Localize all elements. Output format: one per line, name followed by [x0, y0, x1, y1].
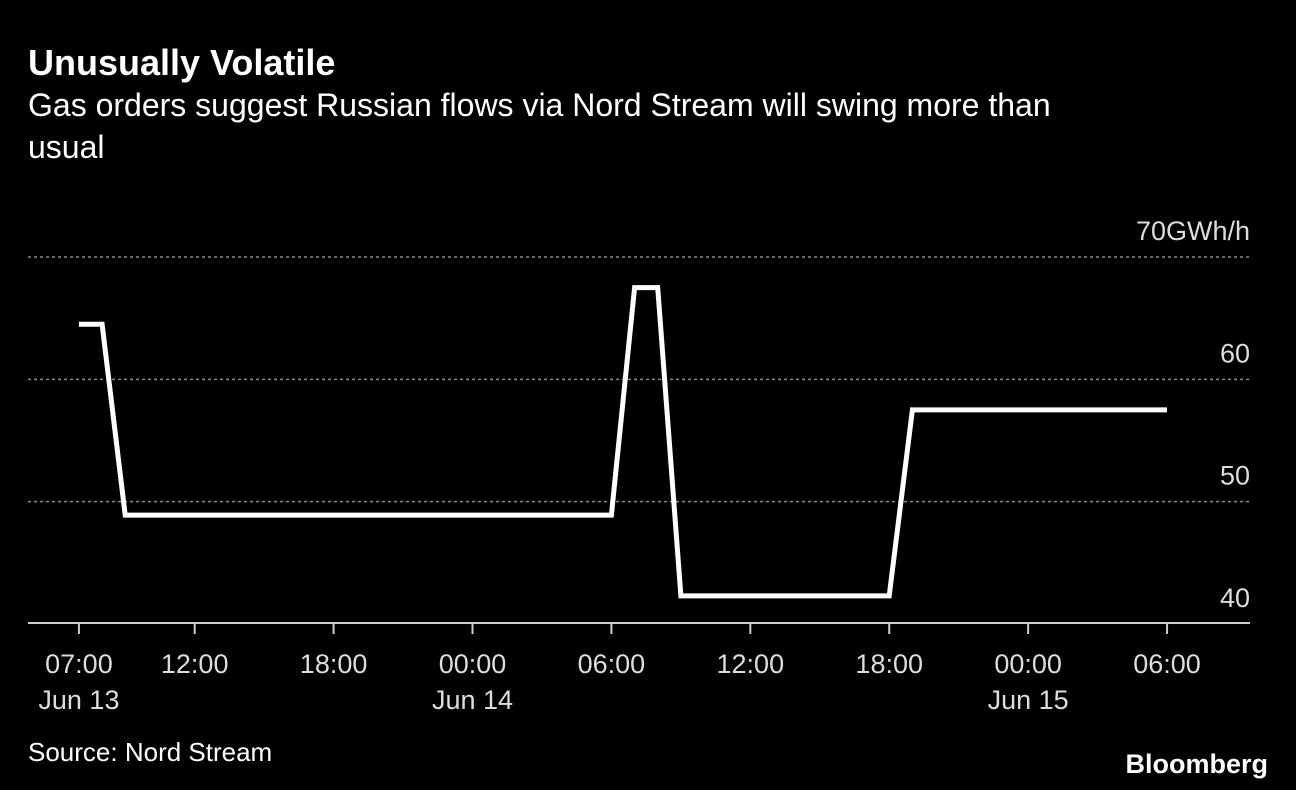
y-tick-label: 40 [1220, 583, 1250, 613]
x-tick-label: 00:00 [994, 649, 1062, 679]
data-line [78, 285, 1167, 599]
x-tick-label: 12:00 [161, 649, 229, 679]
chart-subtitle: Gas orders suggest Russian flows via Nor… [28, 87, 1051, 123]
y-tick-label: 60 [1220, 338, 1250, 368]
chart-title: Unusually Volatile [28, 42, 335, 83]
y-tick-label: 70GWh/h [1136, 216, 1250, 246]
source: Source: Nord Stream [28, 737, 272, 767]
x-tick-label: Jun 14 [432, 685, 513, 715]
brand: Bloomberg [1125, 749, 1268, 779]
x-tick-label: 00:00 [439, 649, 507, 679]
x-tick-label: 07:00 [45, 649, 113, 679]
x-tick-label: 18:00 [300, 649, 368, 679]
x-tick-label: 18:00 [855, 649, 923, 679]
y-tick-label: 50 [1220, 461, 1250, 491]
x-tick-label: 06:00 [578, 649, 646, 679]
x-tick-label: Jun 13 [38, 685, 119, 715]
x-tick-label: 06:00 [1133, 649, 1201, 679]
x-tick-label: Jun 15 [988, 685, 1069, 715]
x-tick-label: 12:00 [717, 649, 785, 679]
chart-subtitle: usual [28, 129, 105, 165]
